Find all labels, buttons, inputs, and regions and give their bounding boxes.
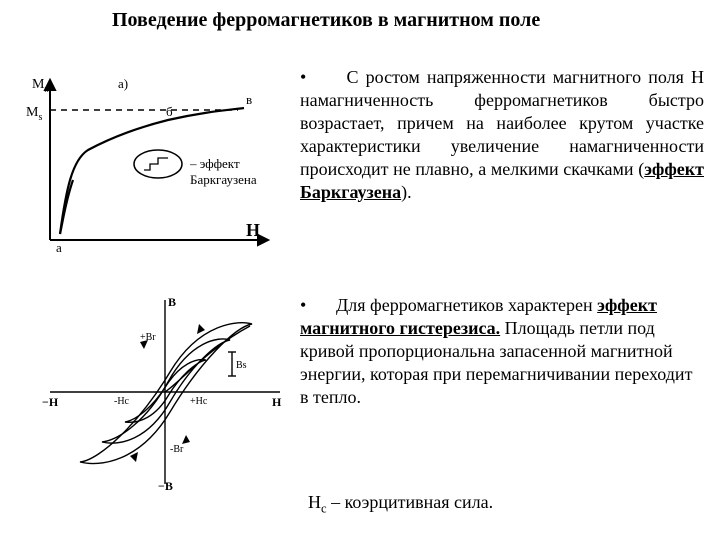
- label-Bs: Bs: [236, 360, 247, 371]
- paragraph-barkhausen: • С ростом напряженности магнитного поля…: [300, 66, 704, 204]
- Hc-H: Н: [308, 492, 321, 512]
- paragraph-hysteresis: • Для ферромагнетиков характерен эффект …: [300, 294, 704, 409]
- barkhausen-annot-1: – эффект: [189, 156, 240, 171]
- coercive-force-note: Нс – коэрцитивная сила.: [308, 492, 704, 517]
- axis--H: −Н: [42, 395, 59, 409]
- para2-text-a: Для ферромагнетиков характерен: [336, 295, 597, 315]
- label--Br: -Br: [170, 444, 184, 455]
- axis-M-label: Мм: [32, 77, 51, 95]
- axis--B: −В: [158, 479, 173, 492]
- saturation-label: Мs: [26, 105, 42, 123]
- figure-hysteresis-loop: В −В Н −Н +Br -Br +Hc -Hc Bs: [40, 292, 290, 492]
- bullet-icon: •: [300, 66, 318, 89]
- para1-text-b: ).: [401, 182, 412, 202]
- subfig-a-label: а): [118, 76, 128, 91]
- figure-magnetization-curve: Мм Мs а) а б в – эффект Баркгаузена: [18, 70, 278, 260]
- barkhausen-annot-2: Баркгаузена: [190, 172, 257, 187]
- label-+Hc: +Hc: [190, 396, 208, 407]
- axis-+B: В: [168, 295, 176, 309]
- fig1-x-axis-label: Н: [246, 220, 260, 241]
- point-a: а: [56, 240, 62, 255]
- page-title: Поведение ферромагнетиков в магнитном по…: [112, 8, 612, 32]
- Hc-rest: – коэрцитивная сила.: [327, 492, 494, 512]
- label-+Br: +Br: [140, 332, 156, 343]
- slide: Поведение ферромагнетиков в магнитном по…: [0, 0, 720, 540]
- label--Hc: -Hc: [114, 396, 130, 407]
- bullet-icon: •: [300, 294, 318, 317]
- axis-+H: Н: [272, 395, 282, 409]
- point-v: в: [246, 92, 252, 107]
- point-b: б: [166, 104, 173, 119]
